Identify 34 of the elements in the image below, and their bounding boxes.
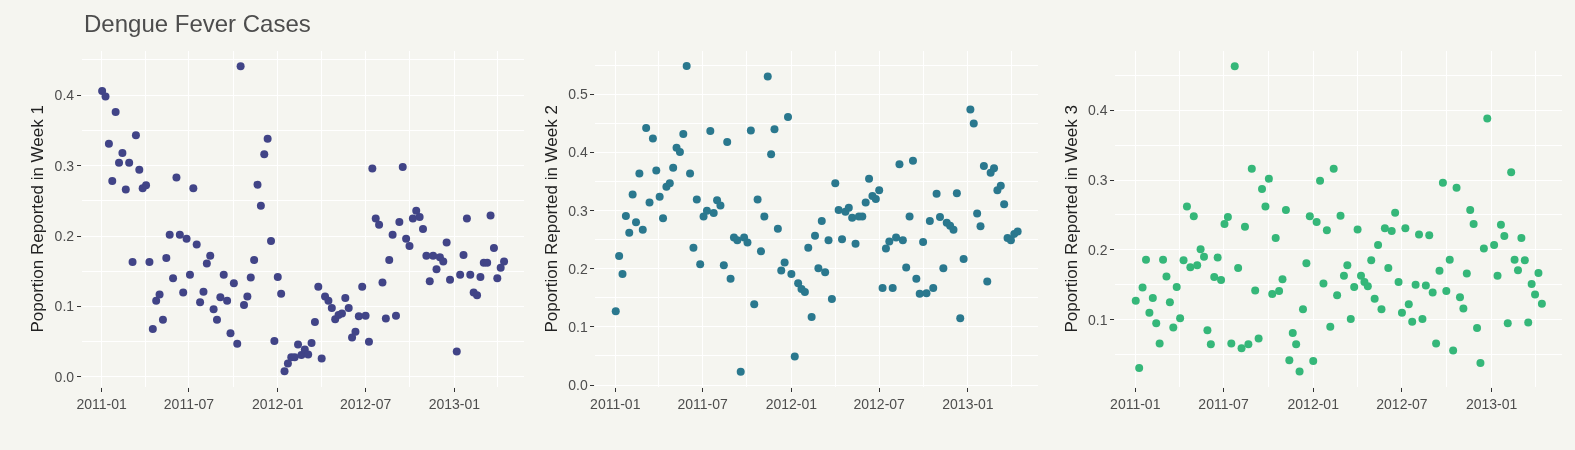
y-axis-title: Poportion Reported in Week 2 [541, 105, 561, 333]
x-tick-label: 2012-07 [853, 395, 906, 412]
y-tick-label: 0.1 [1088, 311, 1108, 328]
y-tick-label: 0.2 [54, 227, 75, 244]
y-axis-title: Poportion Reported in Week 3 [1061, 105, 1081, 333]
x-tick-label: 2011-01 [1110, 395, 1161, 412]
y-tick-label: 0.4 [1088, 102, 1108, 119]
y-tick-label: 0.0 [54, 368, 75, 385]
x-tick-label: 2012-01 [1287, 395, 1340, 412]
y-axis-title: Poportion Reported in Week 1 [28, 105, 48, 333]
x-tick-label: 2011-07 [1198, 395, 1249, 412]
chart-title: Dengue Fever Cases [84, 10, 311, 37]
x-tick-label: 2011-01 [590, 395, 641, 412]
y-tick-label: 0.3 [54, 157, 75, 174]
y-tick-label: 0.2 [568, 260, 588, 277]
y-tick-label: 0.3 [568, 202, 588, 219]
y-tick-label: 0.2 [1088, 241, 1108, 258]
x-tick-label: 2011-07 [677, 395, 728, 412]
y-tick-label: 0.4 [54, 87, 75, 104]
x-tick-label: 2012-01 [765, 395, 818, 412]
x-tick-label: 2013-01 [942, 395, 994, 412]
x-tick-label: 2011-01 [76, 395, 128, 412]
y-tick-label: 0.5 [568, 86, 588, 103]
y-tick-label: 0.1 [568, 318, 588, 335]
y-tick-label: 0.3 [1088, 171, 1108, 188]
x-tick-label: 2013-01 [428, 395, 481, 412]
x-tick-label: 2012-01 [252, 395, 304, 412]
y-tick-label: 0.0 [568, 376, 588, 393]
y-tick-label: 0.4 [568, 144, 588, 161]
x-tick-label: 2013-01 [1465, 395, 1518, 412]
x-tick-label: 2012-07 [339, 395, 392, 412]
y-tick-label: 0.1 [54, 298, 75, 315]
x-tick-label: 2011-07 [163, 395, 215, 412]
x-tick-label: 2012-07 [1376, 395, 1428, 412]
